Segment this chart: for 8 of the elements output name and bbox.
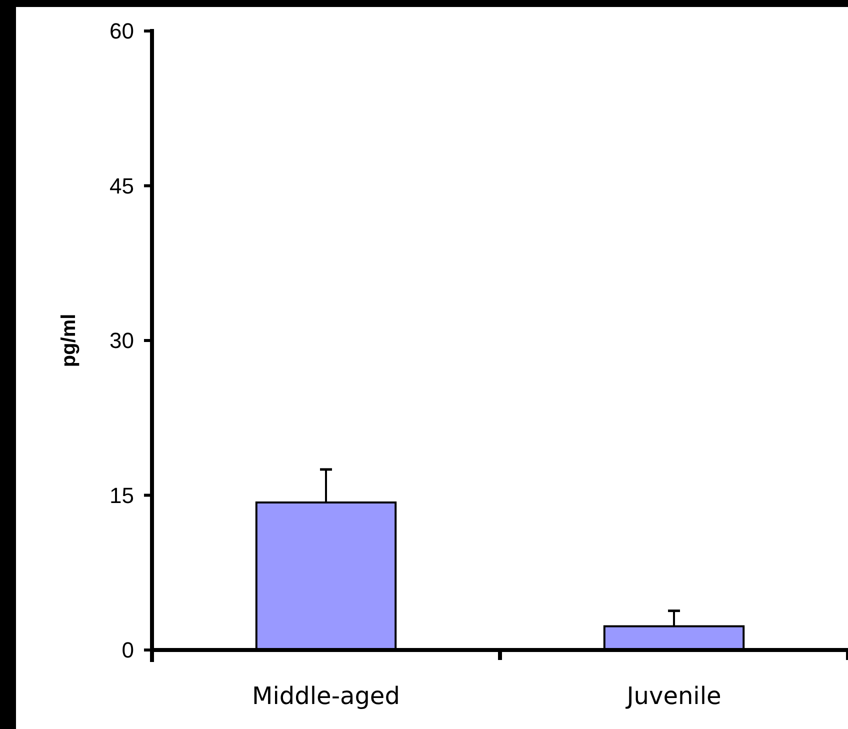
y-tick-label: 60 [110,18,134,44]
y-tick-label: 30 [110,328,134,354]
y-tick-label: 0 [122,638,134,663]
y-tick-label: 15 [110,482,134,508]
y-axis-title: pg/ml [58,314,80,368]
x-tick-label: Middle-aged [252,682,400,710]
y-tick-label: 45 [110,173,134,198]
x-tick-label: Juvenile [624,682,722,710]
